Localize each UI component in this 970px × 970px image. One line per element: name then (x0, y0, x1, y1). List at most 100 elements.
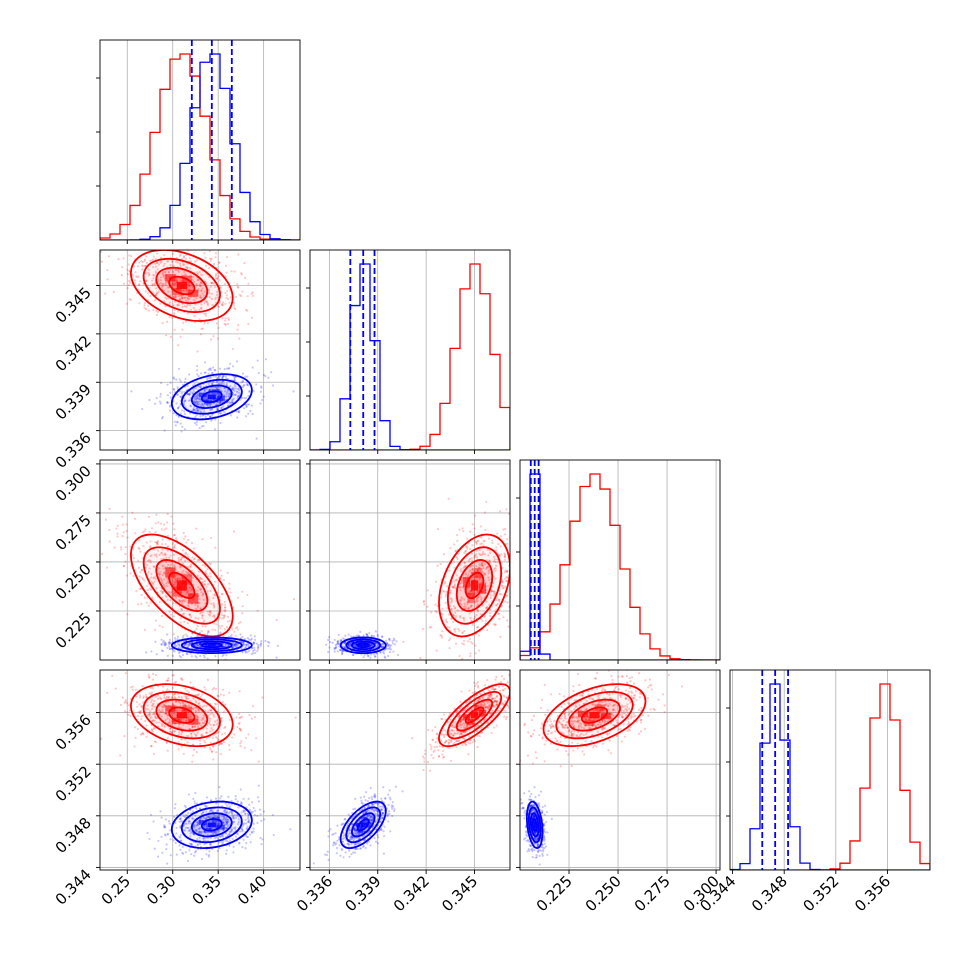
x-tick-label: 0.342 (390, 872, 433, 915)
contour-level-series-0 (555, 691, 634, 740)
panel-2-1 (306, 459, 511, 664)
panel-frame (729, 669, 931, 871)
density-block (470, 712, 479, 719)
density-block (360, 822, 366, 828)
x-tick-label: 0.250 (582, 872, 625, 915)
panel-frame (519, 459, 721, 661)
y-tick-label: 0.344 (52, 866, 95, 909)
histogram-series-0 (520, 473, 720, 660)
contour-level-series-0 (447, 691, 503, 740)
panel-3-1 (306, 669, 511, 874)
panel-frame (309, 249, 511, 451)
panel-frame (99, 459, 301, 661)
contour-level-series-0 (464, 571, 485, 600)
contour-level-series-0 (155, 698, 209, 732)
y-tick-label: 0.348 (52, 814, 95, 857)
contour-level-series-1 (356, 642, 370, 649)
density-block (176, 712, 187, 719)
panel-frame (99, 249, 301, 451)
contour-level-series-1 (170, 636, 253, 655)
panel-3-0 (96, 669, 301, 874)
contour-level-series-0 (168, 571, 196, 600)
contour-level-series-0 (155, 266, 209, 305)
contour-level-series-0 (542, 683, 647, 748)
contour-level-series-0 (130, 683, 234, 748)
y-tick-label: 0.336 (52, 429, 95, 472)
density-block (589, 712, 600, 719)
contour-level-series-0 (464, 706, 485, 724)
x-tick-label: 0.275 (631, 872, 674, 915)
contour-level-series-1 (190, 640, 233, 651)
x-tick-label: 0.225 (533, 872, 576, 915)
panel-2-2 (516, 459, 721, 664)
contour-level-series-0 (447, 546, 503, 625)
x-tick-label: 0.336 (293, 872, 336, 915)
density-block (207, 644, 216, 647)
contour-level-series-1 (351, 640, 376, 651)
panel-frame (309, 669, 511, 871)
histogram-series-1 (310, 263, 510, 450)
contour-level-series-0 (438, 683, 510, 748)
histogram-series-0 (730, 683, 930, 870)
density-block (188, 289, 199, 297)
density-block (360, 644, 366, 647)
contour-level-series-1 (190, 812, 233, 838)
x-tick-label: 0.35 (189, 872, 225, 908)
contour-level-series-1 (190, 384, 233, 409)
x-tick-label: 0.345 (438, 872, 481, 915)
y-tick-label: 0.250 (52, 560, 95, 603)
panel-0-0 (96, 39, 301, 244)
density-block (207, 822, 216, 828)
x-tick-label: 0.25 (98, 872, 134, 908)
contour-level-series-0 (155, 559, 209, 612)
contour-level-series-1 (525, 800, 544, 849)
contour-level-series-0 (455, 559, 494, 612)
y-tick-label: 0.339 (52, 380, 95, 423)
contour-level-series-1 (180, 378, 243, 415)
contour-level-series-1 (339, 800, 387, 849)
contour-level-series-1 (200, 390, 223, 404)
density-block (188, 593, 199, 604)
contour-level-series-1 (356, 818, 370, 832)
contour-level-series-0 (438, 533, 510, 638)
panel-frame (99, 39, 301, 241)
panel-3-2 (516, 669, 721, 874)
histogram-series-1 (520, 473, 720, 660)
panel-3-3 (726, 669, 931, 874)
contour-level-series-1 (170, 800, 253, 849)
contour-level-series-0 (142, 546, 221, 625)
panel-frame (99, 669, 301, 871)
x-tick-label: 0.30 (143, 872, 179, 908)
contour-level-series-1 (531, 818, 538, 832)
y-tick-label: 0.275 (52, 511, 95, 554)
panel-1-0 (96, 249, 301, 454)
contour-level-series-0 (168, 275, 196, 296)
panel-frame (309, 459, 511, 661)
y-tick-label: 0.342 (52, 332, 95, 375)
x-tick-label: 0.356 (851, 872, 894, 915)
y-tick-label: 0.352 (52, 762, 95, 805)
contour-level-series-1 (345, 806, 382, 844)
contour-level-series-1 (170, 373, 253, 421)
contour-level-series-0 (168, 706, 196, 724)
y-tick-label: 0.225 (52, 609, 95, 652)
y-tick-label: 0.356 (52, 711, 95, 754)
contour-level-series-0 (130, 533, 234, 638)
density-block (470, 580, 479, 591)
x-tick-label: 0.348 (748, 872, 791, 915)
contour-level-series-0 (568, 698, 621, 732)
histogram-series-0 (310, 263, 510, 450)
y-tick-label: 0.300 (52, 462, 95, 505)
panel-1-1 (306, 249, 511, 454)
contour-level-series-0 (142, 691, 221, 740)
density-block (165, 567, 176, 578)
density-block (165, 274, 176, 282)
contour-level-series-1 (339, 636, 387, 655)
x-tick-label: 0.40 (234, 872, 270, 908)
x-tick-label: 0.339 (341, 872, 384, 915)
contour-level-series-0 (142, 257, 221, 313)
y-tick-label: 0.345 (52, 284, 95, 327)
contour-level-series-1 (200, 818, 223, 832)
contour-level-series-1 (200, 642, 223, 649)
